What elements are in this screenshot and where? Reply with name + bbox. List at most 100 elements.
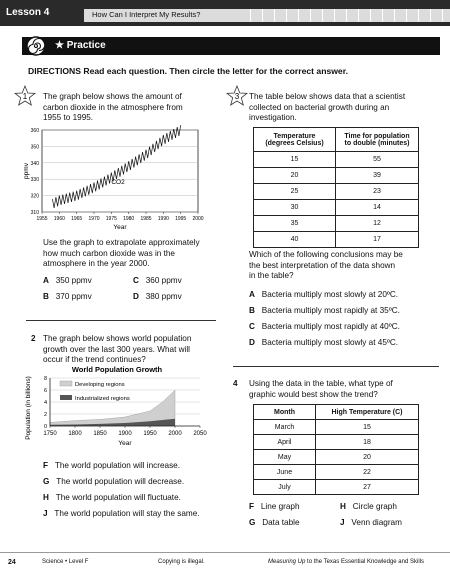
x-tick-label: 1970 bbox=[88, 216, 99, 222]
divider bbox=[233, 366, 439, 367]
answer-option-j[interactable]: J The world population will stay the sam… bbox=[43, 509, 200, 518]
answer-option-d[interactable]: D 380 ppmv bbox=[133, 292, 182, 301]
x-tick-label: 1990 bbox=[158, 216, 169, 222]
table-header: Time for population to double (minutes) bbox=[335, 127, 419, 152]
practice-banner bbox=[22, 37, 440, 55]
answer-option-f[interactable]: F Line graph bbox=[249, 502, 300, 511]
table-row: 15 55 bbox=[253, 151, 419, 168]
table-row: 20 39 bbox=[253, 167, 419, 184]
co2-line-chart: 310 320 330 340 350 360 1955 1960 1965 1970 1975 19… bbox=[23, 125, 204, 231]
x-tick-label: 1980 bbox=[123, 216, 134, 222]
table-row: 30 14 bbox=[253, 199, 419, 216]
answer-option-j[interactable]: J Venn diagram bbox=[340, 518, 402, 527]
y-tick-label: 310 bbox=[31, 210, 40, 216]
header-grid-line bbox=[250, 9, 251, 22]
q4-prompt: Using the data in the table, what type o… bbox=[249, 379, 393, 399]
y-tick-label: 340 bbox=[31, 161, 40, 167]
answer-option-f[interactable]: F The world population will increase. bbox=[43, 461, 180, 470]
table-row: June 22 bbox=[253, 464, 419, 480]
header-grid-line bbox=[334, 9, 335, 22]
y-tick-label: 8 bbox=[44, 376, 47, 382]
answer-option-b[interactable]: B Bacteria multiply most rapidly at 35ºC… bbox=[249, 306, 400, 315]
answer-option-c[interactable]: C 360 ppmv bbox=[133, 276, 182, 285]
footer-copy-notice: Copying is illegal. bbox=[158, 559, 205, 565]
answer-option-h[interactable]: H The world population will fluctuate. bbox=[43, 493, 181, 502]
q3-prompt: The table below shows data that a scient… bbox=[249, 92, 406, 122]
x-tick-label: 1950 bbox=[143, 431, 157, 437]
header-grid-line bbox=[310, 9, 311, 22]
header-grid-line bbox=[274, 9, 275, 22]
question-number: 4 bbox=[233, 379, 238, 388]
x-tick-label: 1985 bbox=[140, 216, 151, 222]
table-row: May 20 bbox=[253, 449, 419, 465]
answer-option-b[interactable]: B 370 ppmv bbox=[43, 292, 92, 301]
q1-prompt: The graph below shows the amount of carbo… bbox=[43, 92, 183, 122]
x-tick-label: 1995 bbox=[175, 216, 186, 222]
x-tick-label: 1900 bbox=[118, 431, 132, 437]
practice-label: ★ Practice bbox=[55, 40, 106, 51]
x-tick-label: 1850 bbox=[93, 431, 107, 437]
lesson-title: How Can I Interpret My Results? bbox=[92, 10, 201, 19]
chart-title: World Population Growth bbox=[72, 365, 163, 374]
table-header: Temperature (degrees Celsius) bbox=[253, 127, 336, 152]
x-tick-label: 1975 bbox=[106, 216, 117, 222]
answer-option-d[interactable]: D Bacteria multiply most slowly at 45ºC. bbox=[249, 338, 399, 347]
y-tick-label: 2 bbox=[44, 412, 47, 418]
x-axis-label: Year bbox=[118, 440, 132, 447]
co2-series-line bbox=[52, 125, 182, 208]
header-grid-line bbox=[346, 9, 347, 22]
header-grid-line bbox=[262, 9, 263, 22]
lesson-number: Lesson 4 bbox=[6, 7, 50, 18]
table-row: July 27 bbox=[253, 479, 419, 495]
y-axis-label: Population (in billions) bbox=[25, 376, 32, 440]
table-row: April 18 bbox=[253, 434, 419, 450]
answer-option-g[interactable]: G The world population will decrease. bbox=[43, 477, 185, 486]
x-tick-label: 2000 bbox=[192, 216, 203, 222]
industrialized-regions-area bbox=[50, 418, 175, 426]
table-row: 40 17 bbox=[253, 231, 419, 248]
header-grid-line bbox=[430, 9, 431, 22]
spiral-icon bbox=[26, 36, 46, 56]
answer-option-g[interactable]: G Data table bbox=[249, 518, 300, 527]
table-header: High Temperature (C) bbox=[315, 404, 419, 420]
footer-series: Measuring Up to the Texas Essential Know… bbox=[268, 559, 424, 565]
answer-option-h[interactable]: H Circle graph bbox=[340, 502, 397, 511]
divider bbox=[26, 320, 216, 321]
answer-option-c[interactable]: C Bacteria multiply most rapidly at 40ºC… bbox=[249, 322, 400, 331]
answer-option-a[interactable]: A Bacteria multiply most slowly at 20ºC. bbox=[249, 290, 399, 299]
legend-swatch-developing bbox=[59, 380, 73, 387]
header-grid-line bbox=[418, 9, 419, 22]
answer-option-a[interactable]: A 350 ppmv bbox=[43, 276, 92, 285]
developing-regions-area bbox=[49, 389, 176, 427]
question-number: 3 bbox=[235, 92, 240, 101]
y-tick-label: 4 bbox=[44, 400, 47, 406]
table-row: 35 12 bbox=[253, 215, 419, 232]
table-row: March 15 bbox=[253, 419, 419, 435]
header-grid-line bbox=[394, 9, 395, 22]
header-grid-line bbox=[298, 9, 299, 22]
header-grid-line bbox=[382, 9, 383, 22]
temperature-data-table: Month High Temperature (C) March 15 April… bbox=[253, 404, 419, 495]
q1-question: Use the graph to extrapolate approximate… bbox=[43, 238, 200, 268]
y-tick-label: 360 bbox=[31, 128, 40, 134]
q2-prompt: The graph below shows world population gr… bbox=[43, 334, 192, 364]
footer-subject: Science • Level F bbox=[42, 559, 89, 565]
x-tick-label: 1955 bbox=[36, 216, 47, 222]
y-tick-label: 0 bbox=[44, 424, 47, 430]
x-tick-label: 1965 bbox=[71, 216, 82, 222]
table-header: Month bbox=[253, 404, 316, 420]
footer-rule bbox=[0, 552, 450, 553]
question-number: 2 bbox=[31, 334, 36, 343]
y-tick-label: 350 bbox=[31, 144, 40, 150]
series-label: CO2 bbox=[111, 179, 125, 186]
y-axis-label: ppmv bbox=[23, 162, 30, 179]
table-row: 25 23 bbox=[253, 183, 419, 200]
legend-swatch-industrialized bbox=[60, 395, 72, 400]
star-icon: 3 bbox=[226, 85, 248, 106]
x-tick-label: 1960 bbox=[54, 216, 65, 222]
directions-text: DIRECTIONS Read each question. Then circ… bbox=[28, 66, 348, 76]
header-grid-line bbox=[358, 9, 359, 22]
y-tick-label: 6 bbox=[44, 388, 47, 394]
y-tick-label: 330 bbox=[31, 177, 40, 183]
population-area-chart: World Population Growth 0 2 4 6 8 1750 1800 1850… bbox=[25, 365, 207, 447]
